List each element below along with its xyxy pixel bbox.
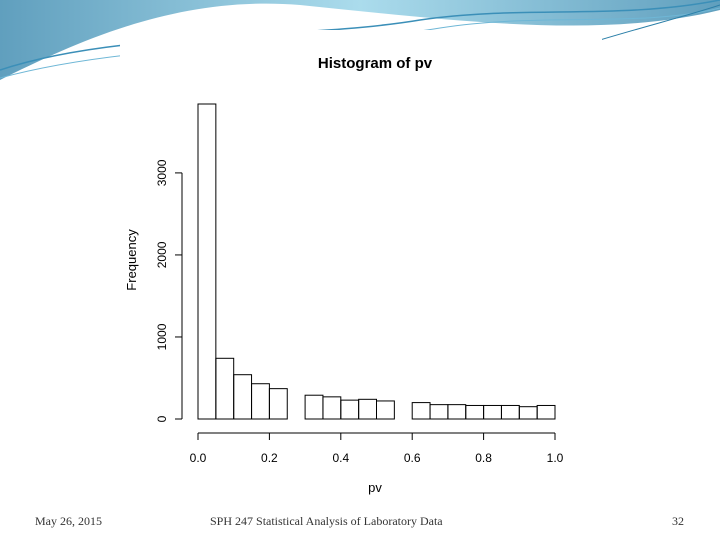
histogram-chart: Histogram of pv Frequency pv 0.0 0.2 0.4 0.… [124,55,564,495]
histogram-bar [268,388,288,420]
histogram-bar [465,404,485,420]
histogram-bars [197,103,556,420]
histogram-bar [197,103,217,420]
x-tick-label: 0.2 [261,451,278,465]
histogram-bar [500,404,520,420]
histogram-bar [518,406,538,420]
histogram-bar [483,404,502,420]
y-tick-label: 3000 [155,159,169,186]
x-tick-label: 0.4 [332,451,349,465]
histogram-panel: Histogram of pv Frequency pv 0.0 0.2 0.4 0.… [120,30,602,510]
page-number: 32 [672,514,684,528]
x-axis-label: pv [368,480,382,495]
x-tick-label: 1.0 [547,451,564,465]
histogram-bar [536,404,556,420]
histogram-bar [233,374,253,420]
y-tick-label: 1000 [155,323,169,350]
chart-title: Histogram of pv [318,55,433,72]
histogram-bar [447,404,467,420]
x-tick-label: 0.8 [475,451,492,465]
footer-date: May 26, 2015 [35,514,102,528]
y-axis-label: Frequency [124,229,139,291]
footer-title: SPH 247 Statistical Analysis of Laborato… [210,514,443,528]
histogram-bar [376,400,395,420]
x-tick-label: 0.0 [190,451,207,465]
histogram-bar [340,399,360,420]
histogram-bar [322,396,342,420]
histogram-bar [251,383,270,420]
y-tick-label: 0 [155,415,169,422]
histogram-bar [358,398,377,420]
histogram-bar [304,394,324,420]
x-tick-label: 0.6 [404,451,421,465]
y-tick-label: 2000 [155,241,169,268]
histogram-bar [411,402,431,420]
histogram-bar [429,404,449,420]
x-axis: 0.0 0.2 0.4 0.6 0.8 1.0 [190,432,564,465]
y-axis: 0 1000 2000 3000 [155,159,183,422]
histogram-bar [215,357,235,420]
